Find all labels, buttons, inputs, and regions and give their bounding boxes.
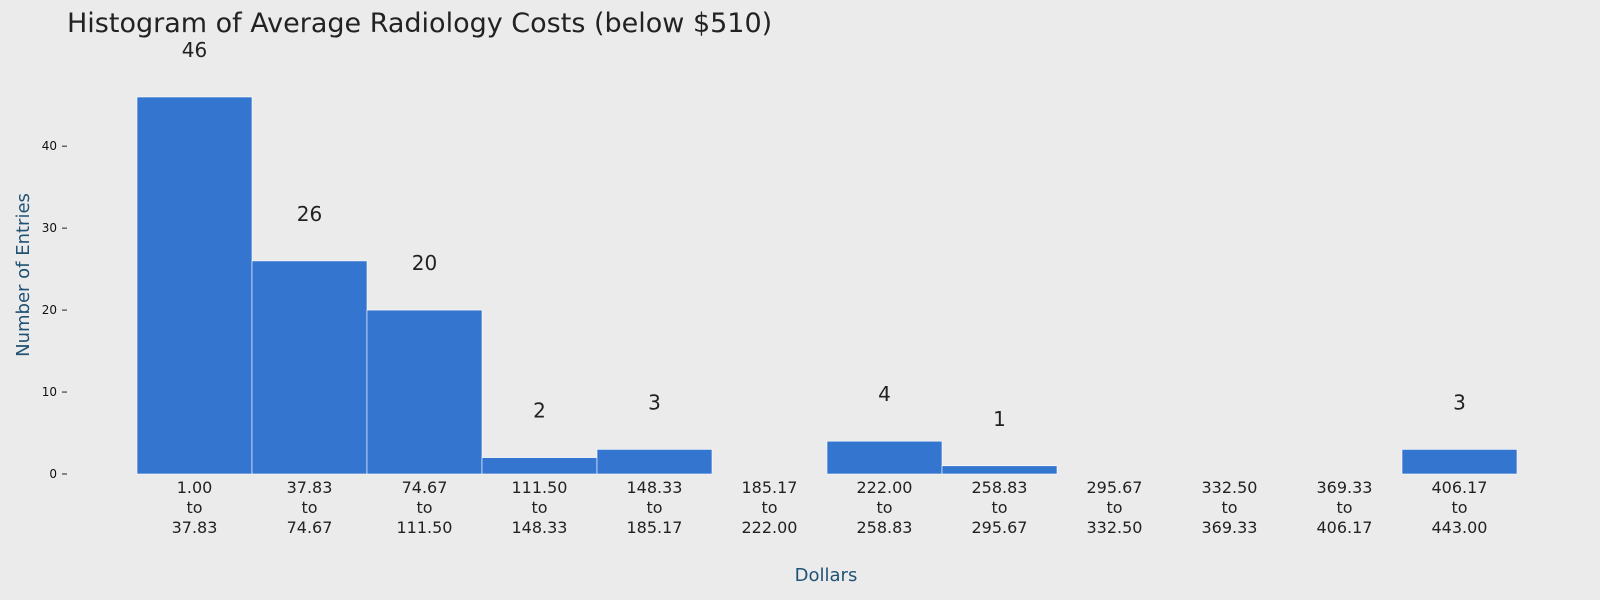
x-tick-label: 111.50 bbox=[397, 518, 453, 537]
bar-value-label: 4 bbox=[878, 382, 891, 406]
bar-value-label: 1 bbox=[993, 407, 1006, 431]
x-tick-label: 332.50 bbox=[1202, 478, 1258, 497]
bar-value-label: 3 bbox=[648, 390, 661, 414]
x-tick-label: 37.83 bbox=[172, 518, 218, 537]
x-tick-label: 406.17 bbox=[1432, 478, 1488, 497]
x-tick-label: to bbox=[646, 498, 662, 517]
histogram-bar bbox=[1401, 449, 1518, 475]
x-tick-label: 369.33 bbox=[1317, 478, 1373, 497]
x-tick-label: to bbox=[186, 498, 202, 517]
x-tick-label: to bbox=[991, 498, 1007, 517]
x-tick-label: 443.00 bbox=[1432, 518, 1488, 537]
x-tick-label: to bbox=[531, 498, 547, 517]
x-tick-label: to bbox=[1336, 498, 1352, 517]
y-tick-label: 30 bbox=[42, 221, 57, 235]
histogram-bar bbox=[826, 440, 943, 475]
x-tick-label: 37.83 bbox=[287, 478, 333, 497]
x-tick-label: 332.50 bbox=[1087, 518, 1143, 537]
x-tick-label: 258.83 bbox=[972, 478, 1028, 497]
bar-value-label: 2 bbox=[533, 399, 546, 423]
x-axis-label: Dollars bbox=[795, 565, 858, 586]
x-tick-label: to bbox=[1451, 498, 1467, 517]
y-axis-label: Number of Entries bbox=[13, 193, 34, 357]
x-tick-label: to bbox=[761, 498, 777, 517]
x-tick-label: to bbox=[1221, 498, 1237, 517]
bar-value-label: 26 bbox=[297, 202, 322, 226]
x-tick-label: 185.17 bbox=[742, 478, 798, 497]
x-tick-label: 1.00 bbox=[177, 478, 213, 497]
x-tick-label: 258.83 bbox=[857, 518, 913, 537]
histogram-bar bbox=[251, 260, 368, 475]
x-tick-label: 222.00 bbox=[857, 478, 913, 497]
histogram-bar bbox=[596, 449, 713, 475]
y-tick-label: 10 bbox=[42, 385, 57, 399]
histogram-bar bbox=[136, 96, 253, 475]
x-tick-label: 185.17 bbox=[627, 518, 683, 537]
x-tick-label: 111.50 bbox=[512, 478, 568, 497]
y-tick-label: 20 bbox=[42, 303, 57, 317]
x-tick-label: to bbox=[416, 498, 432, 517]
chart-title: Histogram of Average Radiology Costs (be… bbox=[67, 8, 773, 39]
bar-value-label: 46 bbox=[182, 38, 207, 62]
histogram-bar bbox=[941, 465, 1058, 475]
x-tick-label: 406.17 bbox=[1317, 518, 1373, 537]
x-tick-label: to bbox=[301, 498, 317, 517]
bar-value-label: 3 bbox=[1453, 390, 1466, 414]
x-tick-label: 148.33 bbox=[627, 478, 683, 497]
x-tick-label: 74.67 bbox=[402, 478, 448, 497]
x-tick-label: 74.67 bbox=[287, 518, 333, 537]
y-tick-label: 40 bbox=[42, 139, 57, 153]
x-tick-label: 369.33 bbox=[1202, 518, 1258, 537]
histogram-bar bbox=[481, 457, 598, 475]
x-tick-label: 222.00 bbox=[742, 518, 798, 537]
x-tick-label: 148.33 bbox=[512, 518, 568, 537]
histogram-bar bbox=[366, 309, 483, 475]
bar-value-label: 20 bbox=[412, 251, 437, 275]
x-tick-label: to bbox=[1106, 498, 1122, 517]
x-tick-label: 295.67 bbox=[972, 518, 1028, 537]
x-tick-label: to bbox=[876, 498, 892, 517]
y-tick-label: 0 bbox=[49, 467, 57, 481]
x-tick-label: 295.67 bbox=[1087, 478, 1143, 497]
